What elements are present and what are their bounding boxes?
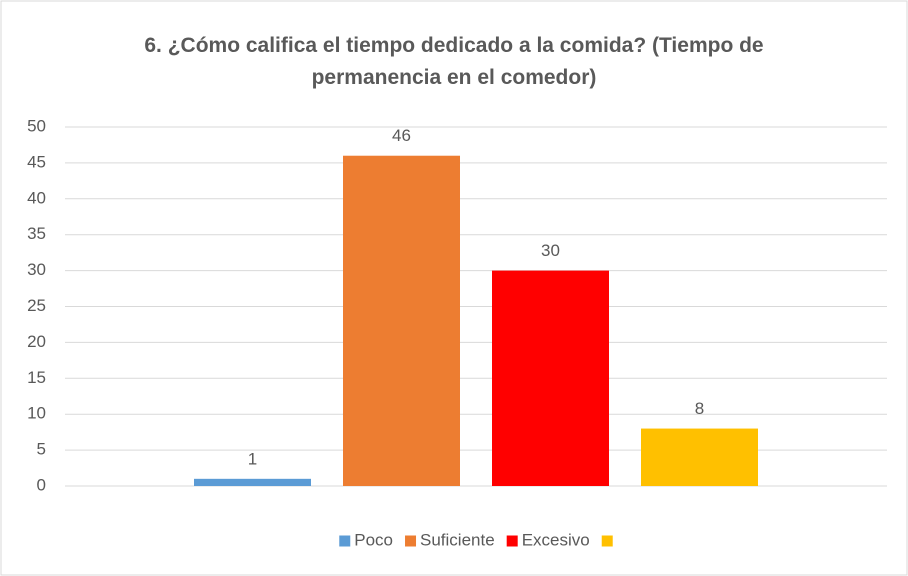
y-tick-label: 10 bbox=[27, 404, 46, 423]
data-label: 1 bbox=[248, 449, 257, 468]
legend-swatch bbox=[601, 535, 613, 547]
bar bbox=[194, 478, 311, 486]
data-label: 46 bbox=[392, 126, 411, 145]
chart-title: 6. ¿Cómo califica el tiempo dedicado a l… bbox=[144, 34, 764, 89]
data-label: 8 bbox=[695, 399, 704, 418]
y-tick-label: 40 bbox=[27, 188, 46, 207]
legend-label: Suficiente bbox=[420, 530, 495, 549]
y-tick-label: 50 bbox=[27, 116, 46, 135]
legend-swatch bbox=[405, 535, 417, 547]
legend-swatch bbox=[506, 535, 518, 547]
bar bbox=[343, 155, 460, 486]
y-tick-label: 45 bbox=[27, 152, 46, 171]
legend-label: Poco bbox=[354, 530, 393, 549]
bar bbox=[641, 428, 758, 486]
data-label: 30 bbox=[541, 241, 560, 260]
legend-label: Excesivo bbox=[522, 530, 590, 549]
y-tick-label: 5 bbox=[37, 440, 46, 459]
legend-swatch bbox=[339, 535, 351, 547]
y-tick-label: 25 bbox=[27, 296, 46, 315]
y-tick-label: 35 bbox=[27, 224, 46, 243]
y-tick-label: 30 bbox=[27, 260, 46, 279]
y-tick-label: 20 bbox=[27, 332, 46, 351]
y-tick-label: 0 bbox=[37, 475, 46, 494]
y-tick-label: 15 bbox=[27, 368, 46, 387]
bar bbox=[492, 270, 609, 486]
